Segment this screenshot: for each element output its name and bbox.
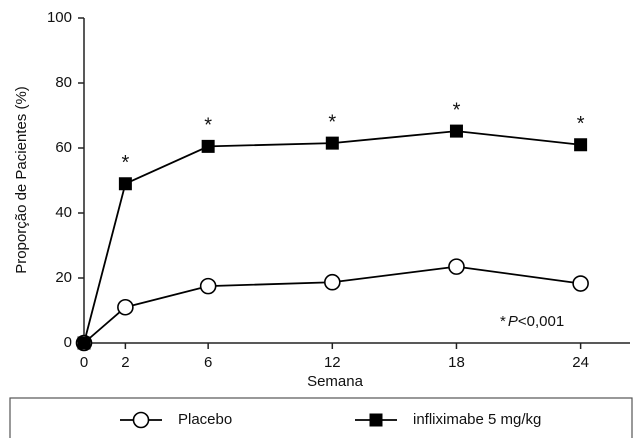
significance-marker: * <box>204 115 212 137</box>
marker <box>77 336 91 350</box>
p-note-star: * <box>500 313 506 330</box>
marker <box>117 298 134 316</box>
p-note-rest: <0,001 <box>518 313 564 330</box>
y-tick-label: 80 <box>55 74 72 91</box>
x-tick-label: 18 <box>448 354 465 371</box>
marker <box>201 139 215 153</box>
x-tick-label: 2 <box>121 354 129 371</box>
legend-marker <box>132 411 150 429</box>
legend-marker <box>369 413 383 427</box>
y-tick-label: 60 <box>55 139 72 156</box>
series-line <box>83 130 581 344</box>
marker <box>118 177 132 191</box>
marker <box>574 138 588 152</box>
marker <box>572 275 589 292</box>
series-line <box>83 265 581 344</box>
x-axis-label: Semana <box>307 373 364 390</box>
marker <box>448 258 465 275</box>
y-tick-label: 100 <box>47 9 72 26</box>
x-tick-label: 0 <box>80 354 88 371</box>
y-tick-label: 0 <box>64 334 72 351</box>
marker <box>324 273 341 291</box>
p-note-p: P <box>508 313 518 330</box>
significance-marker: * <box>577 113 585 135</box>
y-tick-label: 40 <box>55 204 72 221</box>
x-tick-label: 12 <box>324 354 341 371</box>
legend-box <box>9 397 633 438</box>
significance-marker: * <box>328 111 336 133</box>
y-tick-label: 20 <box>55 269 72 286</box>
significance-marker: * <box>453 99 461 121</box>
legend-label: infliximabe 5 mg/kg <box>413 411 541 428</box>
legend-label: Placebo <box>178 411 232 428</box>
marker <box>199 277 217 295</box>
significance-marker: * <box>121 152 129 174</box>
marker <box>325 136 339 150</box>
y-axis-label: Proporção de Pacientes (%) <box>13 86 30 274</box>
x-tick-label: 24 <box>572 354 589 371</box>
marker <box>449 124 463 138</box>
p-note: * P<0,001 <box>500 313 564 330</box>
x-tick-label: 6 <box>204 354 212 371</box>
